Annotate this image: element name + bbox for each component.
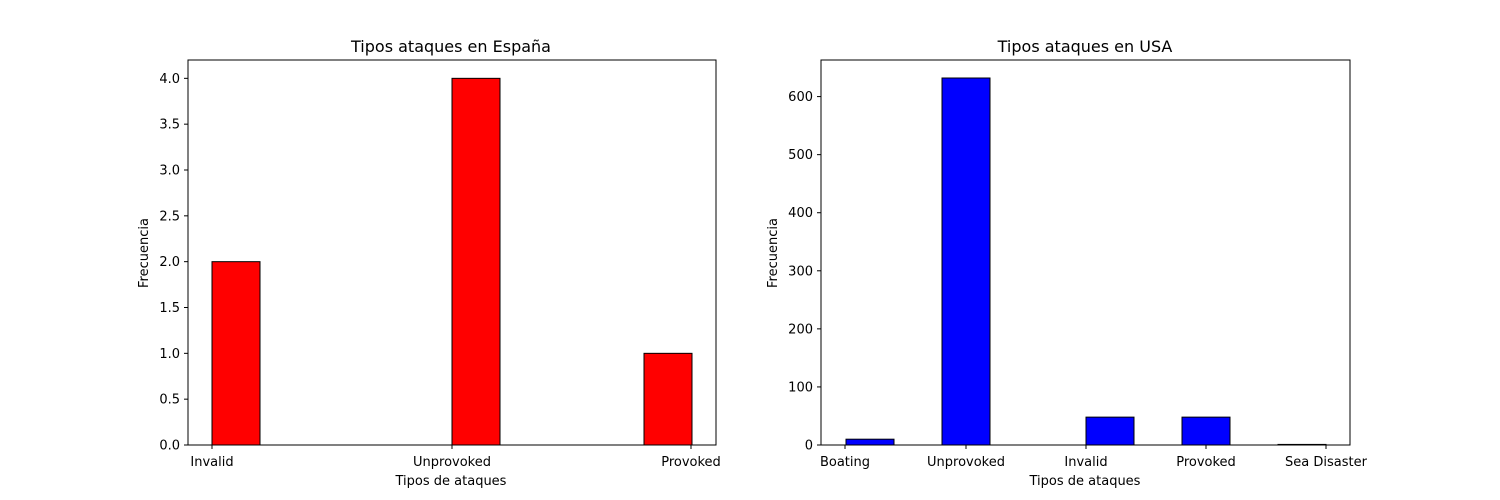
bars <box>211 77 693 446</box>
x-axis: Boating Unprovoked Invalid Provoked Sea Disa… <box>820 445 1368 470</box>
y-axis: 0 100 200 300 400 500 600 <box>788 90 821 454</box>
y-tick-label: 1.0 <box>159 347 180 362</box>
chart-title: Tipos ataques en USA <box>997 37 1173 56</box>
x-tick-label: Sea Disaster <box>1285 455 1368 470</box>
chart-spain: Tipos ataques en España 0.0 0.5 1.0 1.5 2.0 2… <box>137 37 721 489</box>
y-tick-label: 500 <box>788 148 813 163</box>
x-tick-label: Unprovoked <box>413 455 491 470</box>
bar-unprovoked <box>451 77 501 446</box>
x-tick-label: Provoked <box>1176 455 1236 470</box>
y-axis-label: Frecuencia <box>137 218 152 288</box>
y-tick-label: 600 <box>788 90 813 105</box>
y-tick-label: 100 <box>788 380 813 395</box>
y-tick-label: 1.5 <box>159 301 180 316</box>
plot-frame <box>820 59 1351 446</box>
x-tick-label: Invalid <box>1064 455 1107 470</box>
x-axis-label: Tipos de ataques <box>1029 474 1141 489</box>
x-tick-label: Boating <box>820 455 870 470</box>
x-tick-label: Provoked <box>661 455 721 470</box>
y-tick-label: 0.0 <box>159 439 180 454</box>
x-axis: Invalid Unprovoked Provoked <box>190 445 721 470</box>
bar-invalid <box>211 261 261 446</box>
y-axis: 0.0 0.5 1.0 1.5 2.0 2.5 3.0 3.5 4.0 <box>159 72 188 454</box>
y-tick-label: 200 <box>788 322 813 337</box>
bar-unprovoked <box>941 77 991 446</box>
y-tick-label: 0 <box>805 439 813 454</box>
y-tick-label: 2.5 <box>159 209 180 224</box>
bar-invalid <box>1085 416 1135 446</box>
chart-title: Tipos ataques en España <box>350 37 551 56</box>
y-tick-label: 400 <box>788 206 813 221</box>
y-tick-label: 0.5 <box>159 393 180 408</box>
y-tick-label: 300 <box>788 264 813 279</box>
x-tick-label: Unprovoked <box>927 455 1005 470</box>
y-tick-label: 4.0 <box>159 72 180 87</box>
y-axis-label: Frecuencia <box>766 218 781 288</box>
y-tick-label: 3.5 <box>159 118 180 133</box>
bar-provoked <box>1181 416 1231 446</box>
y-tick-label: 2.0 <box>159 255 180 270</box>
x-tick-label: Invalid <box>190 455 233 470</box>
y-tick-label: 3.0 <box>159 164 180 179</box>
bars <box>845 77 1327 446</box>
bar-provoked <box>643 352 693 446</box>
chart-usa: Tipos ataques en USA 0 100 200 300 400 500 600… <box>766 37 1368 489</box>
x-axis-label: Tipos de ataques <box>395 474 507 489</box>
bar-boating <box>845 438 895 446</box>
